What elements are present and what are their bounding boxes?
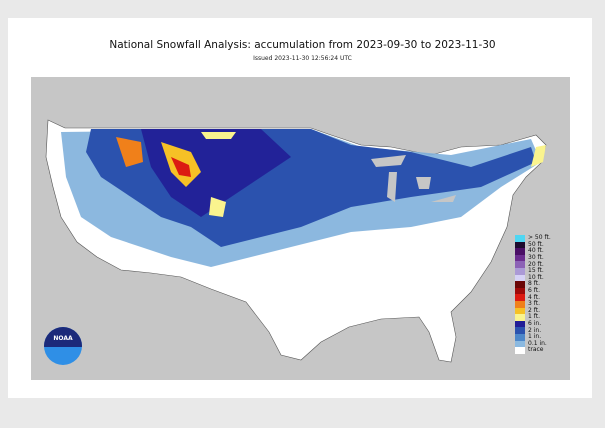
legend-label: 2 ft. — [528, 306, 540, 314]
legend-item: trace — [515, 347, 551, 354]
legend-label: 1 ft. — [528, 313, 540, 321]
legend-label: 15 ft. — [528, 267, 544, 275]
issued-timestamp: Issued 2023-11-30 12:56:24 UTC — [253, 55, 352, 62]
legend-label: 6 in. — [528, 320, 542, 328]
legend-swatch — [515, 267, 525, 275]
legend-swatch — [515, 300, 525, 308]
legend: > 50 ft. 50 ft. 40 ft. 30 ft. 20 ft. 15 ft. 10… — [515, 235, 551, 354]
legend-item: 2 in. — [515, 327, 551, 334]
noaa-logo-text: NOAA — [53, 335, 73, 342]
noaa-logo: NOAA — [44, 327, 82, 365]
legend-item: 0.1 in. — [515, 339, 551, 348]
legend-item: 15 ft. — [515, 268, 551, 275]
legend-item: 4 ft. — [515, 294, 551, 301]
legend-label: 2 in. — [528, 326, 542, 334]
legend-swatch — [515, 340, 525, 348]
legend-item: 30 ft. — [515, 255, 551, 262]
legend-item: 8 ft. — [515, 281, 551, 288]
legend-swatch — [515, 307, 525, 315]
legend-item: 20 ft. — [515, 261, 551, 268]
legend-swatch — [515, 274, 525, 282]
deep-snow-region-3 — [116, 137, 143, 167]
legend-item: 1 ft. — [515, 314, 551, 321]
legend-item: 40 ft. — [515, 248, 551, 255]
legend-label: 20 ft. — [528, 260, 544, 268]
legend-swatch — [515, 235, 525, 242]
legend-swatch — [515, 281, 525, 288]
legend-swatch — [515, 320, 525, 328]
map-title: National Snowfall Analysis: accumulation… — [109, 39, 496, 51]
legend-item: 50 ft. — [515, 240, 551, 249]
legend-label: 50 ft. — [528, 240, 544, 248]
legend-label: > 50 ft. — [528, 234, 551, 242]
yellow-patch-n — [201, 132, 236, 139]
legend-label: 1 in. — [528, 333, 542, 341]
legend-swatch — [515, 314, 525, 321]
legend-swatch — [515, 254, 525, 262]
legend-label: trace — [528, 346, 544, 354]
legend-item: 6 in. — [515, 321, 551, 328]
us-map-svg — [45, 119, 547, 363]
legend-swatch — [515, 327, 525, 334]
legend-swatch — [515, 287, 525, 295]
legend-swatch — [515, 261, 525, 268]
legend-item: 3 ft. — [515, 301, 551, 308]
deep-snow-region-2 — [171, 157, 191, 177]
legend-label: 3 ft. — [528, 300, 540, 308]
legend-swatch — [515, 248, 525, 255]
snowfall-map — [31, 77, 570, 380]
yellow-patch-ne — [531, 145, 546, 167]
legend-item: 10 ft. — [515, 273, 551, 282]
legend-label: 4 ft. — [528, 293, 540, 301]
legend-label: 10 ft. — [528, 273, 544, 281]
legend-item: 2 ft. — [515, 306, 551, 315]
legend-label: 6 ft. — [528, 287, 540, 295]
legend-swatch — [515, 347, 525, 354]
great-lakes — [371, 155, 456, 202]
legend-label: 30 ft. — [528, 254, 544, 262]
legend-item: 1 in. — [515, 334, 551, 341]
legend-label: 40 ft. — [528, 247, 544, 255]
legend-item: > 50 ft. — [515, 235, 551, 242]
legend-label: 0.1 in. — [528, 339, 547, 347]
legend-item: 6 ft. — [515, 288, 551, 295]
legend-swatch — [515, 333, 525, 341]
deep-snow-region-4 — [209, 197, 226, 217]
legend-swatch — [515, 241, 525, 249]
legend-swatch — [515, 294, 525, 301]
legend-label: 8 ft. — [528, 280, 540, 288]
